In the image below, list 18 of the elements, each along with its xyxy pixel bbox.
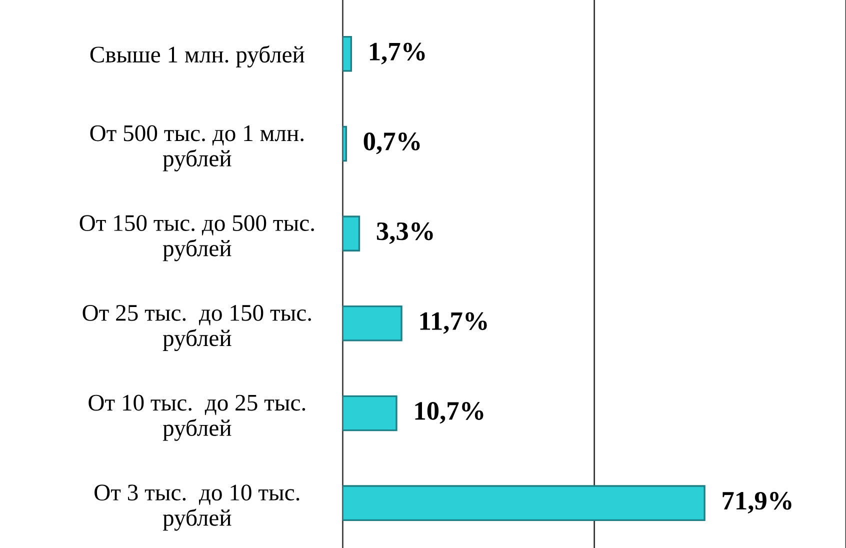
- data-label: 71,9%: [722, 492, 792, 514]
- bar: [342, 485, 706, 521]
- y-tick-label: От 10 тыс. до 25 тыс. рублей: [88, 394, 306, 441]
- y-tick-label: От 25 тыс. до 150 тыс. рублей: [82, 304, 311, 352]
- bar: [342, 306, 402, 342]
- y-tick-label: От 3 тыс. до 10 тыс. рублей: [94, 484, 300, 531]
- data-label: 0,7%: [364, 132, 420, 154]
- bar: [342, 126, 347, 162]
- data-label: 3,3%: [376, 222, 433, 244]
- y-tick-label: От 500 тыс. до 1 млн. рублей: [90, 125, 304, 172]
- data-label: 1,7%: [370, 42, 425, 64]
- y-tick-label: Свыше 1 млн. рублей: [90, 45, 304, 68]
- bar: [342, 36, 352, 72]
- data-label: 10,7%: [415, 402, 484, 424]
- bar: [342, 395, 398, 432]
- y-tick-label: От 150 тыс. до 500 тыс. рублей: [80, 215, 314, 262]
- bar: [342, 216, 360, 252]
- data-label: 11,7%: [420, 312, 487, 334]
